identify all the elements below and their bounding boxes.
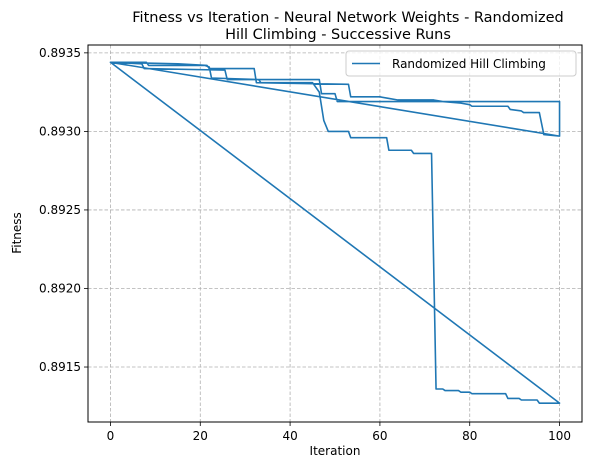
x-tick-label: 0 xyxy=(107,429,115,443)
y-tick-label: 0.8925 xyxy=(39,203,81,217)
axis-ticks: 0 20 40 60 80 100 0.8915 0.8920 0.8925 0.8930 0.89… xyxy=(39,46,571,443)
legend-label: Randomized Hill Climbing xyxy=(392,57,546,71)
y-tick-label: 0.8930 xyxy=(39,124,81,138)
x-axis-label: Iteration xyxy=(310,444,361,458)
chart-title-line2: Hill Climbing - Successive Runs xyxy=(225,27,451,43)
plot-frame xyxy=(87,44,583,423)
x-tick-label: 80 xyxy=(462,429,477,443)
x-tick-label: 20 xyxy=(193,429,208,443)
y-axis-label: Fitness xyxy=(10,212,24,254)
y-tick-label: 0.8920 xyxy=(39,281,81,295)
x-tick-label: 100 xyxy=(548,429,571,443)
y-tick-label: 0.8915 xyxy=(39,360,81,374)
x-tick-label: 60 xyxy=(372,429,387,443)
legend-box xyxy=(345,50,577,77)
series-layer xyxy=(109,61,561,404)
y-tick-label: 0.8935 xyxy=(39,46,81,60)
series-line xyxy=(109,61,561,404)
chart-title-line1: Fitness vs Iteration - Neural Network We… xyxy=(132,10,563,26)
legend: Randomized Hill Climbing xyxy=(345,50,577,77)
grid-lines xyxy=(88,45,582,422)
x-tick-label: 40 xyxy=(282,429,297,443)
